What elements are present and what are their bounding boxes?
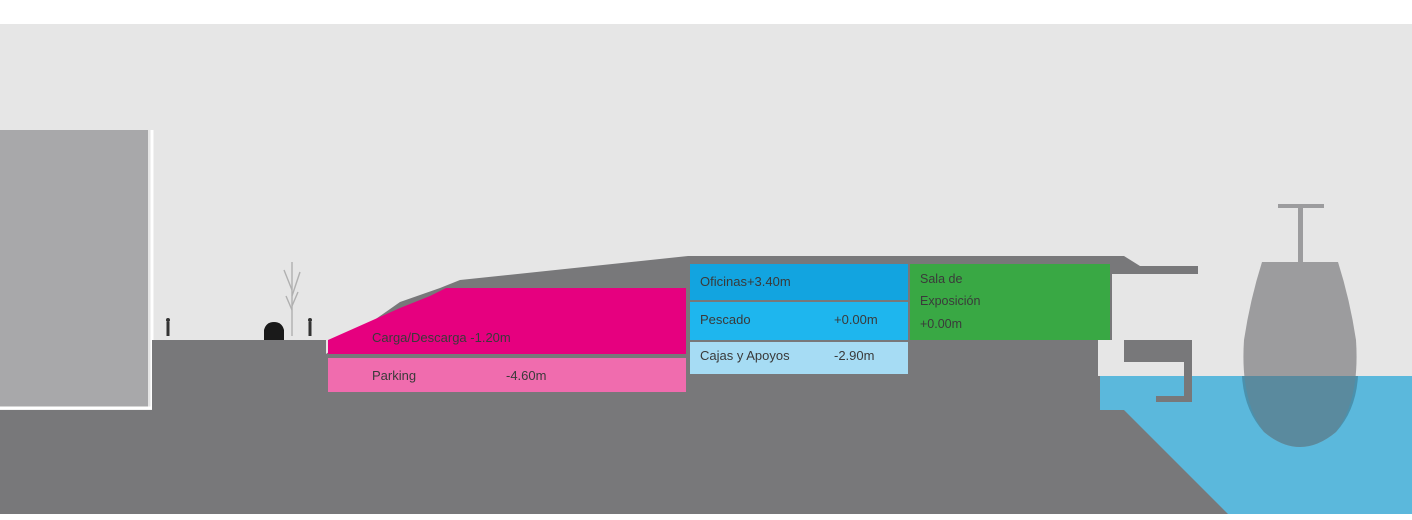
label-parking-level: -4.60m <box>506 368 546 383</box>
quay-detail <box>1100 340 1192 402</box>
label-parking: Parking <box>372 368 416 383</box>
label-oficinas: Oficinas+3.40m <box>700 274 791 289</box>
label-sala-line2: Exposición <box>920 294 980 308</box>
left-building <box>0 130 148 408</box>
car-icon <box>264 322 284 340</box>
person-icon <box>166 318 170 336</box>
label-sala-line1: Sala de <box>920 272 962 286</box>
label-cajas-level: -2.90m <box>834 348 874 363</box>
zone-oficinas <box>690 264 908 300</box>
person-icon <box>308 318 312 336</box>
ship-icon <box>1242 204 1358 447</box>
label-sala-line3: +0.00m <box>920 317 962 331</box>
label-pescado-level: +0.00m <box>834 312 878 327</box>
label-cajas: Cajas y Apoyos <box>700 348 790 363</box>
zone-carga-descarga <box>328 288 686 354</box>
zone-pescado <box>690 302 908 340</box>
zone-parking <box>328 358 686 392</box>
label-pescado: Pescado <box>700 312 751 327</box>
zone-cajas <box>690 342 908 374</box>
zone-sala-exposicion <box>910 264 1110 340</box>
label-carga-descarga: Carga/Descarga -1.20m <box>372 330 511 345</box>
tree-icon <box>283 262 301 336</box>
